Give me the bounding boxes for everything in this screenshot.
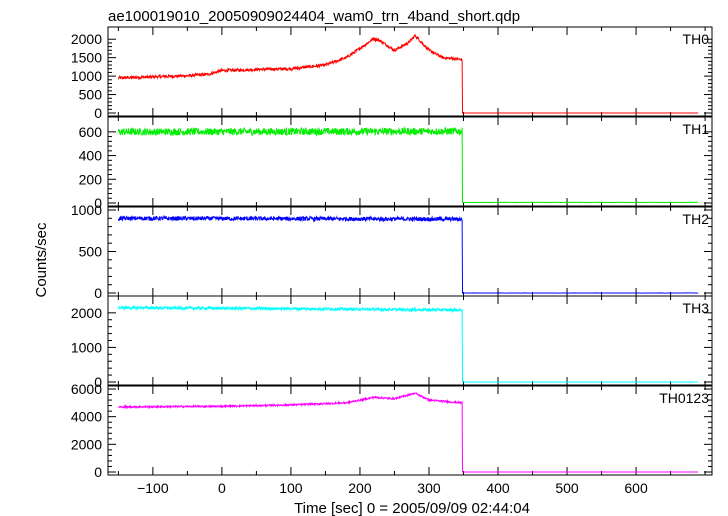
panel-frame	[107, 26, 713, 117]
panel-label: TH2	[683, 211, 710, 227]
panel-label: TH0	[683, 31, 710, 47]
y-tick-label: 1000	[71, 339, 102, 355]
y-tick-label: 0	[94, 105, 102, 121]
panel-th1: 0 200 400 600 TH1	[79, 116, 713, 211]
series-line-th3	[118, 304, 699, 383]
y-tick-label: 500	[79, 87, 103, 103]
y-tick-label: 2000	[71, 436, 102, 452]
series-line-th1	[117, 125, 699, 204]
y-tick-label: 6000	[71, 381, 102, 397]
y-tick-label: 0	[94, 195, 102, 211]
x-tick-label: 300	[417, 480, 441, 496]
x-tick-label: −100	[137, 480, 169, 496]
x-axis-label: Time [sec] 0 = 2005/09/09 02:44:04	[294, 500, 530, 516]
y-tick-label: 1000	[71, 68, 102, 84]
y-axis-label: Counts/sec	[33, 222, 50, 298]
y-tick-label: 0	[94, 374, 102, 390]
y-tick-label: 500	[79, 244, 103, 260]
panel-label: TH0123	[659, 390, 709, 406]
y-tick-label: 4000	[71, 409, 102, 425]
chart-title: ae100019010_20050909024404_wam0_trn_4ban…	[108, 8, 520, 25]
series-line-th0123	[117, 392, 699, 473]
panel-th2: 0 500 1000 TH2	[71, 202, 713, 301]
y-tick-label: 2000	[71, 31, 102, 47]
y-tick-label: 0	[94, 464, 102, 480]
y-tick-label: 1000	[71, 202, 102, 218]
panel-frame	[107, 116, 713, 207]
panel-th0123: 0 2000 4000 6000 TH0123	[71, 381, 713, 480]
y-tick-label: 0	[94, 285, 102, 301]
x-tick-label: 0	[218, 480, 226, 496]
x-tick-label: 100	[279, 480, 303, 496]
x-tick-label: 400	[486, 480, 510, 496]
panel-th0: 0 500 1000 1500 2000 TH0	[71, 26, 713, 121]
x-tick-label: 600	[624, 480, 648, 496]
y-tick-label: 400	[79, 148, 103, 164]
panel-label: TH3	[683, 300, 710, 316]
y-tick-label: 600	[79, 124, 103, 140]
y-tick-label: 200	[79, 171, 103, 187]
series-line-th0	[117, 34, 699, 114]
panel-th3: 0 1000 2000 TH3	[71, 295, 713, 390]
y-tick-label: 2000	[71, 305, 102, 321]
panel-label: TH1	[683, 121, 710, 137]
x-tick-label: 200	[348, 480, 372, 496]
x-tick-label: 500	[555, 480, 579, 496]
y-tick-label: 1500	[71, 50, 102, 66]
panel-frame	[107, 385, 713, 476]
series-line-th2	[117, 214, 699, 294]
